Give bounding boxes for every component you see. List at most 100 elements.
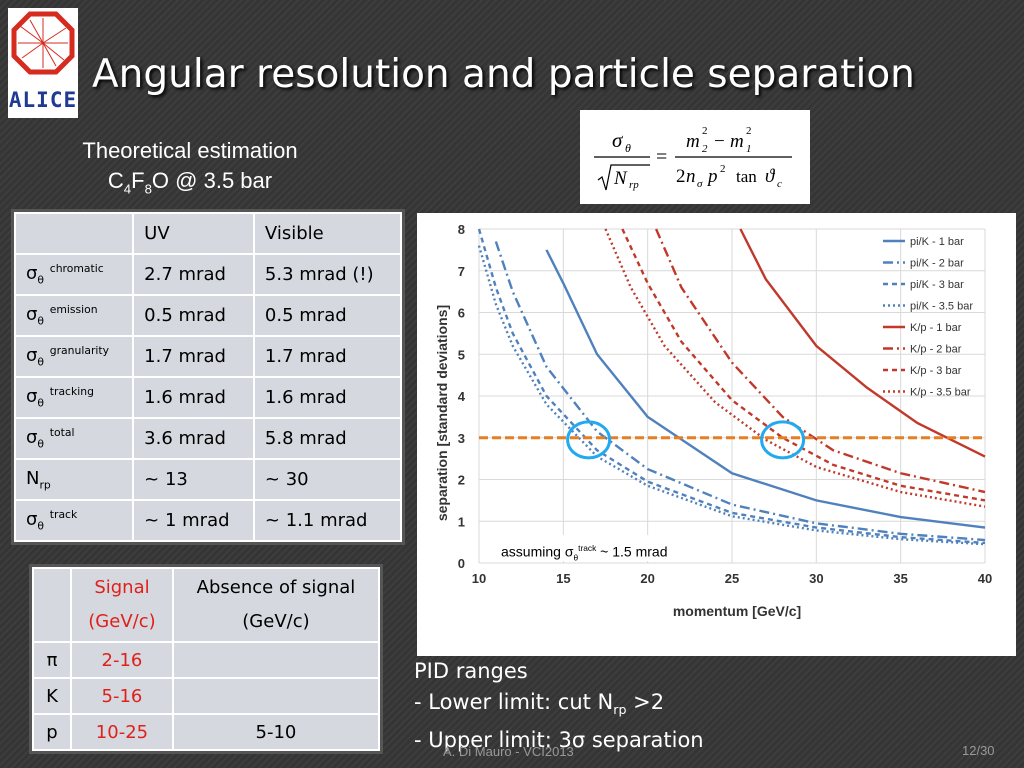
table-row: σθ chromatic 2.7 mrad 5.3 mrad (!) (13, 253, 403, 296)
svg-text:θ: θ (625, 141, 631, 155)
x-tick-label: 10 (472, 571, 486, 586)
signal-cell: 10-25 (70, 713, 174, 751)
series-line (477, 245, 986, 546)
absence-cell (171, 677, 381, 715)
visible-value: 5.3 mrad (!) (252, 253, 403, 296)
alice-logo-text: ALICE (8, 88, 78, 112)
svg-text:2: 2 (676, 166, 686, 187)
legend-label: K/p - 1 bar (910, 322, 962, 334)
svg-text:−: − (714, 131, 725, 152)
header-absence: Absence of signal (GeV/c) (171, 567, 381, 643)
svg-text:σ: σ (697, 178, 703, 190)
y-tick-label: 6 (458, 306, 465, 321)
uv-value: 1.7 mrad (132, 335, 255, 378)
subtitle-line2: C4F8O @ 3.5 bar (107, 168, 273, 197)
legend-label: pi/K - 1 bar (910, 236, 964, 248)
table-row: σθ total 3.6 mrad 5.8 mrad (13, 417, 403, 460)
svg-text:ϑ: ϑ (765, 166, 776, 187)
svg-text:N: N (613, 168, 628, 189)
pid-upper-limit: - Upper limit: 3σ separation (414, 728, 704, 753)
alice-logo-graphic (11, 11, 75, 75)
legend-label: K/p - 3 bar (910, 365, 962, 377)
alice-logo: ALICE (8, 8, 78, 118)
row-label: σθ track (13, 499, 135, 542)
svg-text:2: 2 (702, 143, 708, 155)
table-header-row: UV Visible (13, 212, 403, 255)
legend-label: pi/K - 2 bar (910, 258, 964, 270)
row-label: σθ granularity (13, 335, 135, 378)
highlight-circle (760, 420, 806, 460)
header-cell: Visible (252, 212, 403, 255)
subtitle: Theoretical estimation C4F8O @ 3.5 bar (55, 136, 325, 204)
visible-value: 1.6 mrad (252, 376, 403, 419)
svg-text:1: 1 (746, 143, 752, 155)
subtitle-line1: Theoretical estimation (82, 138, 298, 163)
uv-value: 3.6 mrad (132, 417, 255, 460)
visible-value: 5.8 mrad (252, 417, 403, 460)
legend-label: pi/K - 3 bar (910, 279, 964, 291)
y-tick-label: 4 (458, 389, 466, 404)
table-row: σθ emission 0.5 mrad 0.5 mrad (13, 294, 403, 337)
series-line (604, 228, 986, 508)
x-tick-label: 35 (893, 571, 907, 586)
pid-title: PID ranges (414, 659, 528, 683)
table-row: π 2-16 (32, 641, 381, 679)
x-tick-label: 30 (809, 571, 823, 586)
y-tick-label: 2 (458, 473, 465, 488)
visible-value: ~ 30 (252, 458, 403, 501)
table-row: σθ granularity 1.7 mrad 1.7 mrad (13, 335, 403, 378)
page-number: 12/30 (962, 743, 995, 758)
table-header-row: Signal (GeV/c) Absence of signal (GeV/c) (32, 567, 381, 643)
row-label: σθ total (13, 417, 135, 460)
chart-overlay (479, 420, 985, 460)
x-tick-label: 15 (556, 571, 570, 586)
x-tick-label: 20 (640, 571, 654, 586)
series-line (545, 249, 986, 529)
uv-value: ~ 1 mrad (132, 499, 255, 542)
y-tick-label: 7 (458, 264, 465, 279)
uv-value: ~ 13 (132, 458, 255, 501)
header-cell (32, 567, 72, 643)
signal-cell: 2-16 (70, 641, 174, 679)
uv-value: 1.6 mrad (132, 376, 255, 419)
table-row: Nrp ~ 13 ~ 30 (13, 458, 403, 501)
svg-text:tan: tan (736, 167, 757, 186)
header-cell (13, 212, 135, 255)
header-signal: Signal (GeV/c) (70, 567, 174, 643)
slide-title: Angular resolution and particle separati… (92, 52, 915, 97)
y-tick-label: 3 (458, 431, 465, 446)
table-row: p 10-25 5-10 (32, 713, 381, 751)
separation-chart: 10 15 20 25 30 35 40 0 1 2 3 4 5 6 7 8 pi/K - 1 bar pi/K… (417, 213, 1016, 656)
signal-cell: 5-16 (70, 677, 174, 715)
svg-text:m: m (730, 131, 744, 152)
absence-cell: 5-10 (171, 713, 381, 751)
svg-text:2: 2 (720, 163, 726, 175)
absence-cell (171, 641, 381, 679)
series-line (477, 228, 986, 545)
series-line (739, 228, 986, 458)
row-label: σθ chromatic (13, 253, 135, 296)
svg-text:rp: rp (629, 179, 639, 191)
svg-text:p: p (706, 166, 718, 187)
visible-value: 0.5 mrad (252, 294, 403, 337)
x-tick-label: 40 (978, 571, 992, 586)
chart-series (477, 228, 986, 546)
y-axis-label: separation [standard deviations] (434, 305, 450, 521)
pid-ranges: PID ranges - Lower limit: cut Nrp >2 - U… (414, 656, 704, 756)
svg-text:m: m (686, 131, 700, 152)
legend-label: K/p - 2 bar (910, 344, 962, 356)
chart-annotation: assuming σθtrack ~ 1.5 mrad (499, 535, 721, 562)
svg-text:2: 2 (746, 125, 752, 137)
row-label: σθ tracking (13, 376, 135, 419)
legend-label: pi/K - 3.5 bar (910, 301, 973, 313)
y-tick-label: 0 (458, 556, 465, 571)
x-axis-label: momentum [GeV/c] (673, 603, 801, 619)
svg-text:=: = (656, 146, 667, 168)
table-row: σθ tracking 1.6 mrad 1.6 mrad (13, 376, 403, 419)
row-label: σθ emission (13, 294, 135, 337)
footer-author: A. Di Mauro - VCI2013 (443, 744, 574, 759)
particle-cell: p (32, 713, 72, 751)
